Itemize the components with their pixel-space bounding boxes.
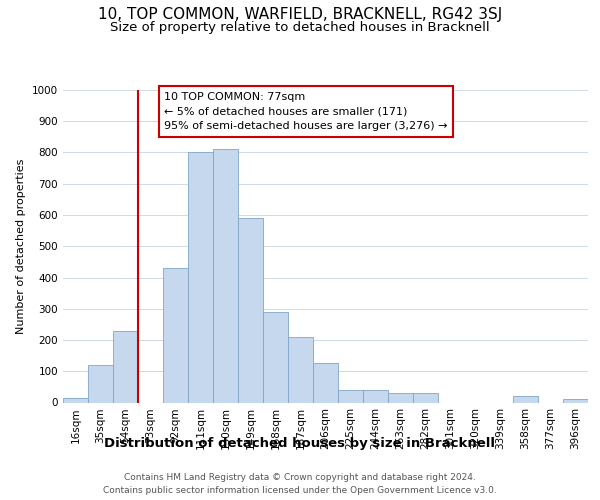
Bar bbox=[213, 150, 238, 402]
Text: 10 TOP COMMON: 77sqm
← 5% of detached houses are smaller (171)
95% of semi-detac: 10 TOP COMMON: 77sqm ← 5% of detached ho… bbox=[164, 92, 448, 131]
Text: Contains HM Land Registry data © Crown copyright and database right 2024.: Contains HM Land Registry data © Crown c… bbox=[124, 472, 476, 482]
Bar bbox=[238, 218, 263, 402]
Text: 10, TOP COMMON, WARFIELD, BRACKNELL, RG42 3SJ: 10, TOP COMMON, WARFIELD, BRACKNELL, RG4… bbox=[98, 8, 502, 22]
Bar bbox=[313, 364, 338, 403]
Bar bbox=[388, 393, 413, 402]
Bar bbox=[363, 390, 388, 402]
Bar bbox=[113, 330, 138, 402]
Bar bbox=[513, 396, 538, 402]
Bar bbox=[288, 337, 313, 402]
Bar bbox=[413, 393, 438, 402]
Bar bbox=[188, 152, 213, 402]
Bar bbox=[163, 268, 188, 402]
Text: Size of property relative to detached houses in Bracknell: Size of property relative to detached ho… bbox=[110, 21, 490, 34]
Bar bbox=[263, 312, 288, 402]
Text: Distribution of detached houses by size in Bracknell: Distribution of detached houses by size … bbox=[104, 438, 496, 450]
Text: Contains public sector information licensed under the Open Government Licence v3: Contains public sector information licen… bbox=[103, 486, 497, 495]
Y-axis label: Number of detached properties: Number of detached properties bbox=[16, 158, 26, 334]
Bar bbox=[338, 390, 363, 402]
Bar bbox=[563, 400, 588, 402]
Bar bbox=[88, 365, 113, 403]
Bar bbox=[63, 398, 88, 402]
